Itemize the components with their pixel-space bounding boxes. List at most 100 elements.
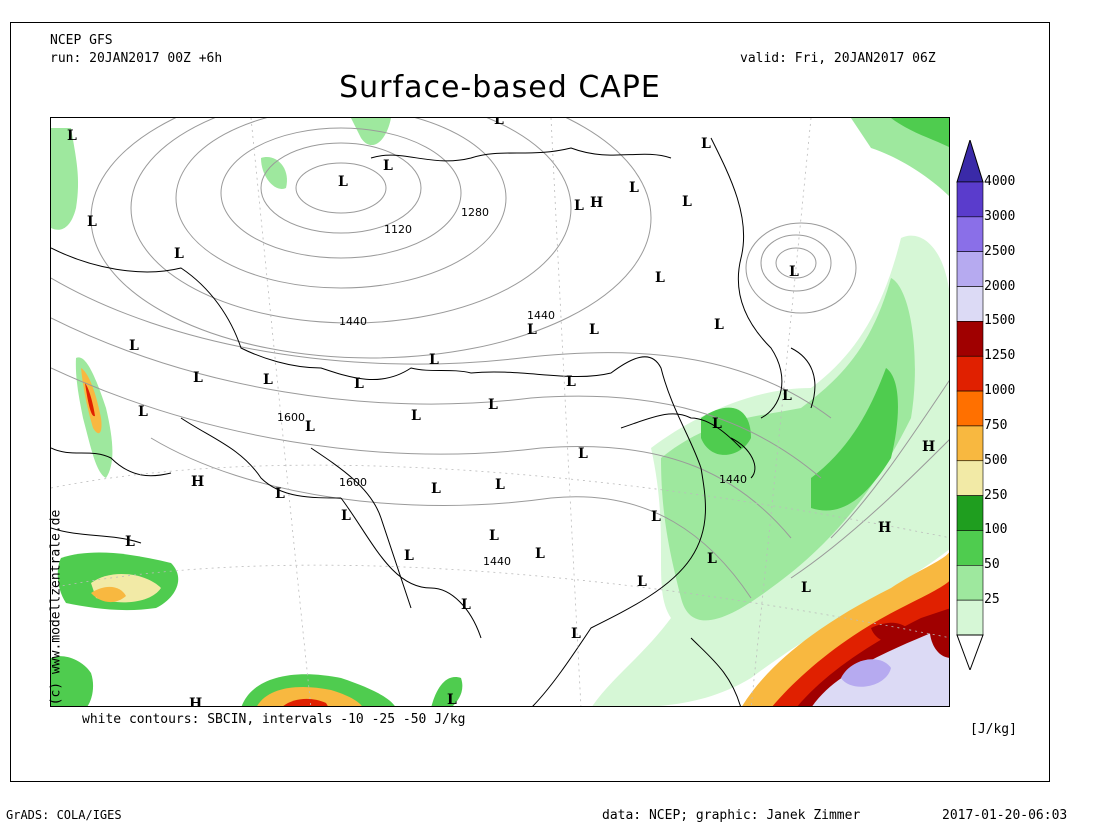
low-marker: L: [782, 388, 792, 404]
low-marker: L: [494, 118, 504, 128]
contour-label: 1600: [277, 411, 305, 424]
low-marker: L: [589, 322, 599, 338]
low-marker: L: [629, 180, 639, 196]
contour-label: 1120: [384, 223, 412, 236]
contour-label: 1440: [483, 555, 511, 568]
low-marker: L: [193, 370, 203, 386]
run-time: run: 20JAN2017 00Z +6h: [50, 51, 223, 66]
high-marker: H: [922, 439, 935, 455]
legend-swatch: [956, 425, 984, 462]
legend-swatch: [956, 530, 984, 566]
legend-swatch: [956, 390, 984, 427]
low-marker: L: [129, 338, 139, 354]
contour-label: 1440: [527, 309, 555, 322]
legend-swatch: [956, 321, 984, 357]
legend-swatch: [956, 495, 984, 531]
low-marker: L: [574, 198, 584, 214]
legend-level-label: 750: [984, 417, 1008, 433]
low-marker: L: [275, 486, 285, 502]
low-marker: L: [125, 534, 135, 550]
low-marker: L: [801, 580, 811, 596]
cape-shading: [51, 118, 949, 706]
legend-level-label: 50: [984, 557, 1000, 573]
graticule: [51, 118, 949, 706]
map-panel: 1120 1280 1440 1440 1600 1600 1440 1440 …: [50, 117, 950, 707]
legend-swatch: [956, 565, 984, 601]
legend-level-label: 1000: [984, 383, 1016, 399]
low-marker: L: [701, 136, 711, 152]
legend-swatch: [956, 216, 984, 252]
low-marker: L: [341, 508, 351, 524]
legend-swatch: [956, 460, 984, 496]
scale-cap-bottom: [956, 634, 984, 670]
low-marker: L: [383, 158, 393, 174]
high-marker: H: [878, 520, 891, 536]
low-marker: L: [411, 408, 421, 424]
figure-frame: [10, 22, 1050, 782]
chart-title: Surface-based CAPE: [339, 70, 661, 105]
low-marker: L: [67, 128, 77, 144]
scale-cap-top: [956, 140, 984, 183]
legend-swatch: [956, 181, 984, 218]
low-marker: L: [174, 246, 184, 262]
legend-swatch: [956, 286, 984, 322]
cape-map: 1120 1280 1440 1440 1600 1600 1440 1440 …: [51, 118, 949, 707]
low-marker: L: [535, 546, 545, 562]
low-marker: L: [714, 317, 724, 333]
legend-swatch: [956, 599, 984, 636]
low-marker: L: [712, 416, 722, 432]
low-marker: L: [789, 264, 799, 280]
coastlines: [51, 137, 816, 706]
legend-level-label: 4000: [984, 174, 1016, 189]
contour-label: 1280: [461, 206, 489, 219]
legend-level-label: 250: [984, 487, 1008, 503]
legend-level-label: 25: [984, 592, 1000, 608]
legend-swatch: [956, 355, 984, 392]
low-marker: L: [263, 372, 273, 388]
model-name: NCEP GFS: [50, 33, 113, 48]
legend-level-label: 2500: [984, 243, 1016, 259]
grads-credit: GrADS: COLA/IGES: [6, 808, 122, 822]
low-marker: L: [682, 194, 692, 210]
low-marker: L: [404, 548, 414, 564]
low-marker: L: [305, 419, 315, 435]
high-marker: H: [659, 118, 672, 122]
contour-labels: 1120 1280 1440 1440 1600 1600 1440 1440: [277, 206, 747, 568]
low-marker: L: [655, 270, 665, 286]
low-marker: L: [87, 214, 97, 230]
data-credit: data: NCEP; graphic: Janek Zimmer: [602, 808, 861, 823]
high-marker: H: [191, 474, 204, 490]
low-marker: L: [447, 692, 457, 707]
contour-label: 1440: [339, 315, 367, 328]
low-marker: L: [338, 174, 348, 190]
legend-level-label: 1500: [984, 313, 1016, 329]
high-marker: H: [590, 195, 603, 211]
height-contours: [51, 118, 949, 599]
low-marker: L: [429, 352, 439, 368]
legend-swatch: [956, 251, 984, 287]
sbcin-note: white contours: SBCIN, intervals -10 -25…: [82, 712, 466, 727]
low-marker: L: [488, 397, 498, 413]
low-marker: L: [566, 374, 576, 390]
low-marker: L: [578, 446, 588, 462]
legend-level-label: 500: [984, 452, 1008, 468]
legend-level-label: 100: [984, 522, 1008, 538]
low-marker: L: [138, 404, 148, 420]
contour-label: 1600: [339, 476, 367, 489]
legend-level-label: 2000: [984, 278, 1016, 294]
timestamp: 2017-01-20-06:03: [942, 808, 1068, 823]
low-marker: L: [571, 626, 581, 642]
contour-label: 1440: [719, 473, 747, 486]
low-marker: L: [495, 477, 505, 493]
high-marker: H: [189, 696, 202, 707]
low-marker: L: [651, 509, 661, 525]
low-marker: L: [431, 481, 441, 497]
legend-level-label: 1250: [984, 348, 1016, 364]
low-marker: L: [527, 322, 537, 338]
pressure-centers: L L L L L L L L L L L L L L L L L L L L …: [67, 118, 935, 707]
legend-level-label: 3000: [984, 208, 1016, 224]
legend-unit: [J/kg]: [970, 722, 1017, 737]
low-marker: L: [461, 597, 471, 613]
low-marker: L: [489, 528, 499, 544]
credit-vertical: (c) www.modellzentrale.de: [48, 509, 64, 706]
